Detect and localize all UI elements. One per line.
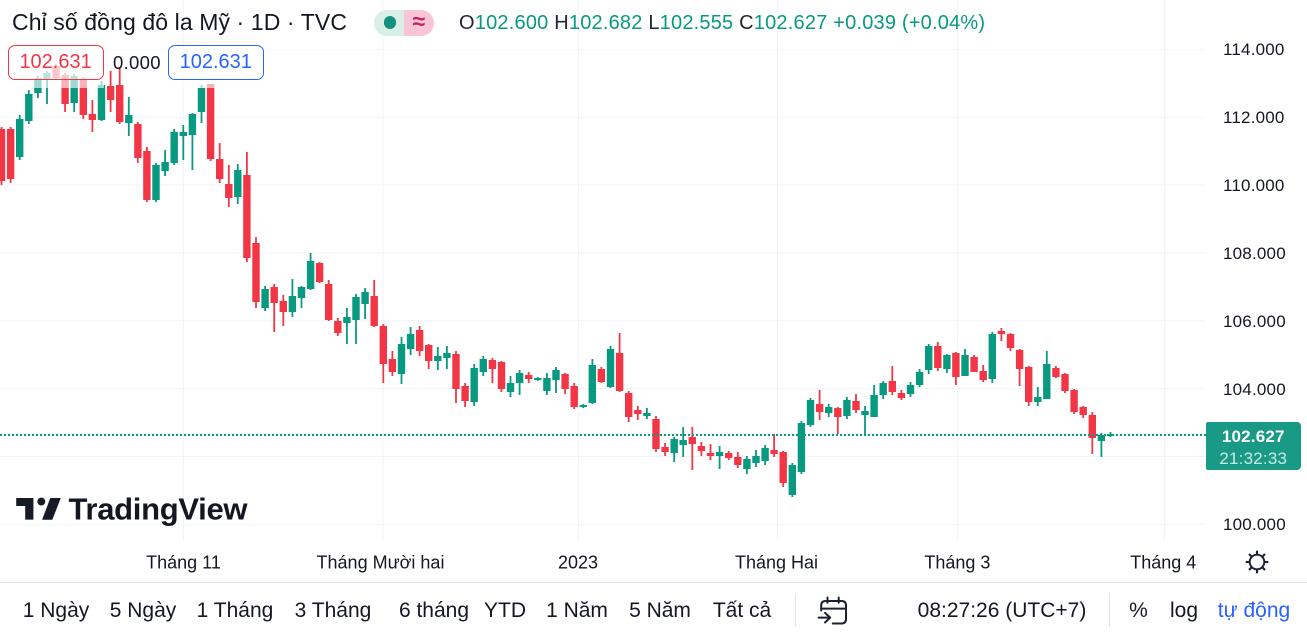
- svg-text:TradingView: TradingView: [69, 492, 249, 527]
